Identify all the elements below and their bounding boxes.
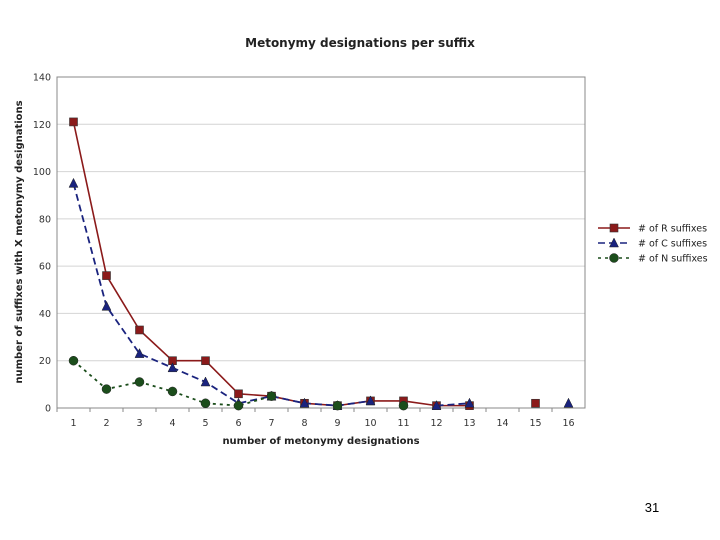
data-point bbox=[563, 397, 574, 408]
legend-marker bbox=[609, 223, 619, 233]
x-tick-label: 1 bbox=[70, 418, 76, 429]
x-tick-label: 5 bbox=[202, 418, 208, 429]
data-point bbox=[365, 395, 376, 406]
x-tick-label: 12 bbox=[430, 418, 442, 429]
data-point bbox=[102, 271, 111, 280]
series-line bbox=[72, 183, 371, 407]
x-tick-label: 15 bbox=[529, 418, 541, 429]
y-axis-ticks: 0 20 40 60 80 100 120 140 bbox=[33, 73, 51, 415]
data-point bbox=[68, 355, 79, 366]
x-tick-label: 2 bbox=[103, 418, 109, 429]
x-tick-label: 7 bbox=[268, 418, 274, 429]
data-point bbox=[531, 398, 540, 408]
data-point bbox=[201, 356, 210, 366]
series-3 bbox=[68, 355, 409, 411]
y-axis-label: number of suffixes with X metonymy desig… bbox=[14, 100, 25, 383]
legend-label: # of N suffixes bbox=[638, 254, 708, 265]
x-tick-label: 8 bbox=[301, 418, 307, 429]
data-point bbox=[233, 400, 244, 411]
data-point bbox=[299, 397, 310, 408]
x-tick-label: 14 bbox=[496, 418, 508, 429]
x-tick-label: 13 bbox=[463, 418, 475, 429]
x-tick-label: 11 bbox=[397, 418, 409, 429]
data-point bbox=[200, 398, 211, 409]
data-point bbox=[431, 400, 442, 410]
data-point bbox=[68, 177, 79, 188]
data-point bbox=[167, 362, 178, 373]
legend-label: # of R suffixes bbox=[638, 224, 707, 235]
grid-lines bbox=[57, 123, 585, 362]
data-point bbox=[134, 377, 145, 387]
y-tick-label: 40 bbox=[39, 309, 51, 320]
series-lines bbox=[68, 117, 574, 411]
x-tick-label: 6 bbox=[235, 418, 241, 429]
x-tick-label: 9 bbox=[334, 418, 340, 429]
legend: # of R suffixes # of C suffixes # of N suf… bbox=[598, 224, 708, 265]
y-tick-label: 20 bbox=[39, 356, 51, 367]
x-tick-label: 10 bbox=[364, 418, 376, 429]
y-tick-label: 80 bbox=[39, 214, 51, 225]
data-point bbox=[101, 300, 112, 311]
series-line bbox=[72, 121, 470, 407]
data-point bbox=[167, 386, 178, 397]
y-tick-label: 60 bbox=[39, 262, 51, 273]
data-point bbox=[134, 348, 145, 358]
data-point bbox=[135, 325, 144, 335]
y-tick-label: 0 bbox=[45, 404, 51, 415]
series-line bbox=[436, 402, 470, 407]
x-tick-label: 3 bbox=[136, 418, 142, 429]
data-point bbox=[101, 384, 112, 394]
data-point bbox=[200, 376, 211, 387]
page-number: 31 bbox=[644, 500, 660, 515]
legend-label: # of C suffixes bbox=[638, 239, 707, 250]
series-1 bbox=[69, 117, 540, 410]
series-2 bbox=[68, 177, 574, 410]
data-point bbox=[234, 389, 243, 399]
data-point bbox=[266, 391, 277, 401]
chart-title: Metonymy designations per suffix bbox=[245, 36, 475, 50]
y-tick-label: 120 bbox=[33, 120, 51, 131]
x-tick-label: 16 bbox=[562, 418, 574, 429]
data-point bbox=[464, 397, 475, 408]
data-point bbox=[398, 400, 409, 411]
y-tick-label: 140 bbox=[33, 73, 51, 84]
x-tick-label: 4 bbox=[169, 418, 175, 429]
legend-marker bbox=[609, 237, 619, 248]
data-point bbox=[69, 117, 78, 127]
legend-marker bbox=[609, 253, 619, 263]
plot-area bbox=[56, 76, 586, 409]
y-tick-label: 100 bbox=[33, 167, 51, 178]
data-point bbox=[332, 400, 343, 411]
x-axis-ticks: 1 2 3 4 5 6 7 8 9 10 11 12 13 14 15 16 bbox=[56, 408, 575, 429]
x-axis-label: number of metonymy designations bbox=[222, 436, 419, 447]
